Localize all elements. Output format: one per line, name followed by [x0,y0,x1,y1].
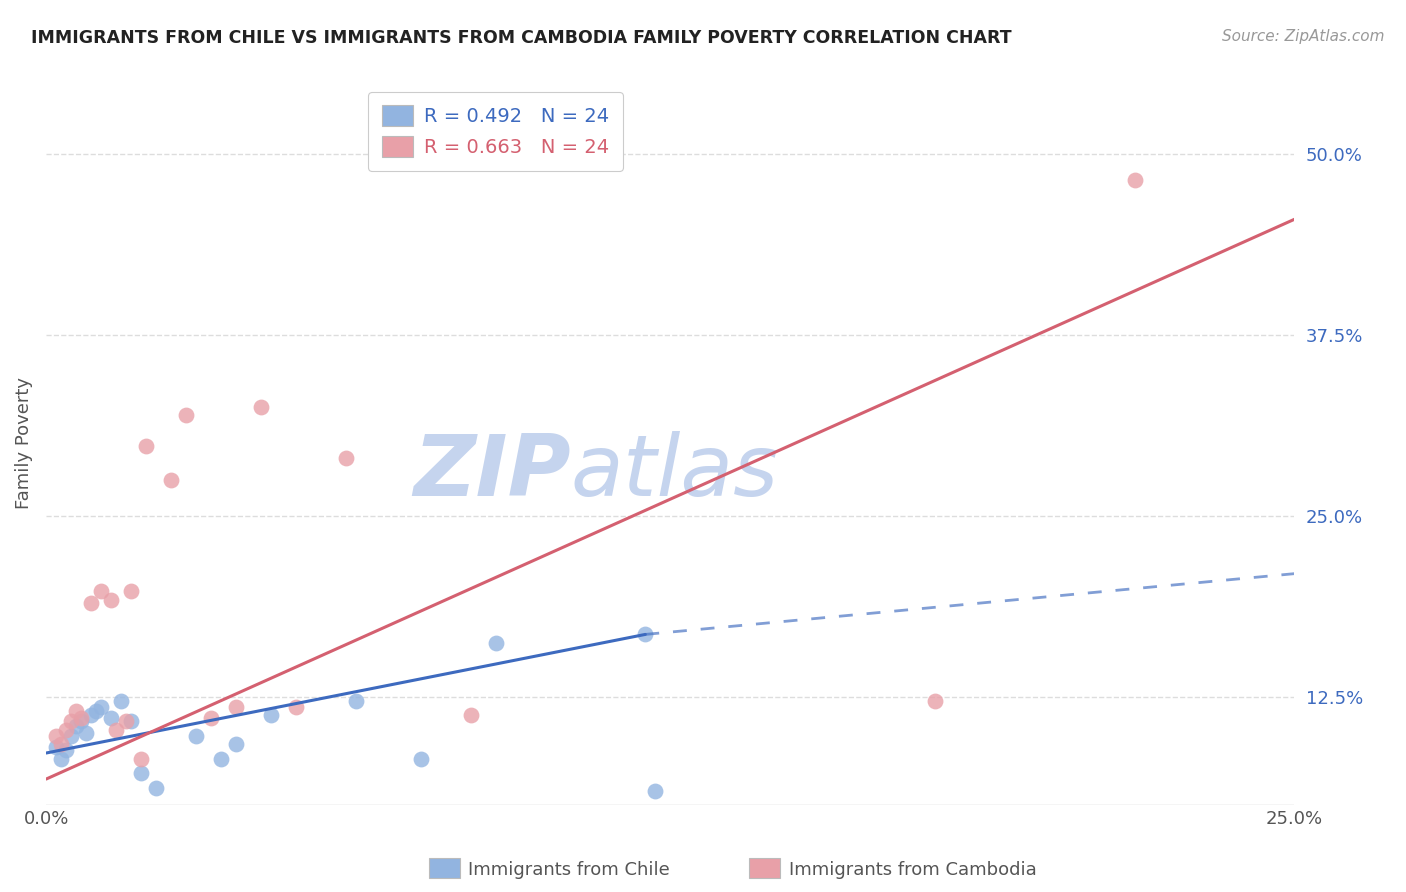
Point [45,729,67,743]
Point [55,743,77,757]
Point [51,752,73,766]
Point [115,714,138,729]
Point [105,723,128,737]
Text: IMMIGRANTS FROM CHILE VS IMMIGRANTS FROM CAMBODIA FAMILY POVERTY CORRELATION CHA: IMMIGRANTS FROM CHILE VS IMMIGRANTS FROM… [31,29,1011,46]
Point [120,714,142,729]
Legend: R = 0.492   N = 24, R = 0.663   N = 24: R = 0.492 N = 24, R = 0.663 N = 24 [368,92,623,171]
Point [90,584,112,599]
Text: atlas: atlas [571,431,779,514]
Point [160,473,183,487]
Point [100,592,122,607]
Point [65,704,87,718]
Point [80,708,103,723]
Point [135,439,157,453]
Point [260,708,283,723]
Point [90,699,112,714]
Point [335,450,357,465]
Point [484,636,506,650]
Text: ZIP: ZIP [413,431,571,514]
Point [225,737,247,751]
Point [65,718,87,732]
Y-axis label: Family Poverty: Family Poverty [15,377,32,509]
Point [644,783,666,797]
Point [60,714,83,729]
Text: Immigrants from Chile: Immigrants from Chile [468,861,669,879]
Point [284,699,307,714]
Point [184,729,207,743]
Point [55,723,77,737]
Point [75,725,97,739]
Point [460,708,482,723]
Point [209,752,232,766]
Point [100,711,122,725]
Point [250,401,273,415]
Point [634,627,657,641]
Point [60,729,83,743]
Point [924,694,946,708]
Point [129,766,152,780]
Point [45,740,67,755]
Point [51,737,73,751]
Point [84,704,107,718]
Point [80,596,103,610]
Point [409,752,432,766]
Point [1123,173,1146,187]
Point [120,584,142,599]
Point [70,711,93,725]
Point [70,714,93,729]
Point [129,752,152,766]
Point [344,694,367,708]
Point [200,711,222,725]
Point [174,408,197,422]
Point [110,694,132,708]
Text: Source: ZipAtlas.com: Source: ZipAtlas.com [1222,29,1385,44]
Point [225,699,247,714]
Point [145,780,167,795]
Text: Immigrants from Cambodia: Immigrants from Cambodia [789,861,1036,879]
